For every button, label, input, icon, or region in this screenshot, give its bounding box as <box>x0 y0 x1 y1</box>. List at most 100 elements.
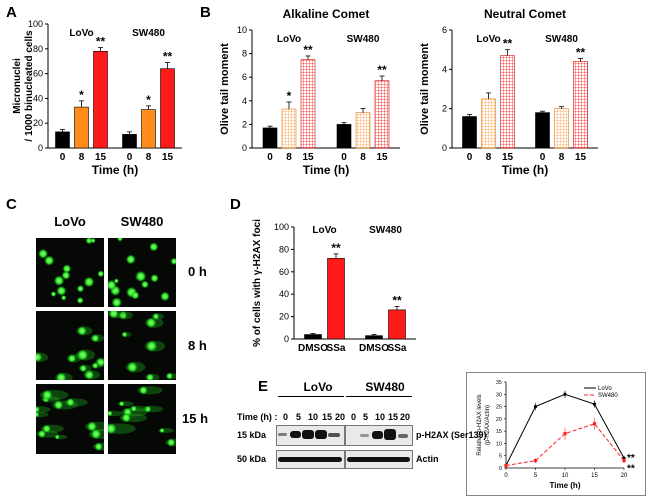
x-tick-label: 15 <box>95 152 107 163</box>
y-tick-label: 60 <box>33 69 43 79</box>
bar <box>122 134 137 149</box>
y-tick-label: 5 <box>499 454 502 460</box>
y-tick-label: 0 <box>38 143 43 153</box>
comet-nucleus <box>121 412 132 423</box>
y-tick-label: 8 <box>242 49 247 59</box>
comet-nucleus <box>76 349 89 361</box>
y-tick-label: 0 <box>499 466 502 472</box>
x-axis-label: Time (h) <box>550 481 581 490</box>
y-tick-label: 60 <box>279 267 289 277</box>
x-tick-label: 15 <box>302 152 314 163</box>
comet-nucleus <box>108 422 117 435</box>
comet-nucleus <box>41 389 53 401</box>
y-tick-label: 80 <box>279 244 289 254</box>
comet-nucleus <box>60 294 67 301</box>
comet-nucleus <box>134 270 147 283</box>
y-axis-label: Micronuclei <box>12 58 23 114</box>
x-tick-label: 0 <box>267 152 273 163</box>
comet-nucleus <box>43 255 55 266</box>
group-label: SW480 <box>545 34 578 45</box>
y-tick-label: 35 <box>496 380 502 386</box>
data-point <box>533 404 538 409</box>
panel-label-e: E <box>258 378 269 395</box>
x-tick-label: DMSO <box>359 343 389 354</box>
blot-ph2ax-sw480 <box>345 425 413 446</box>
comet-nucleus <box>145 340 158 353</box>
x-axis-label: Time (h) <box>303 163 349 177</box>
comet-nucleus <box>36 405 41 414</box>
comet-nucleus <box>76 296 84 304</box>
x-tick-label: 0 <box>540 152 546 163</box>
comet-nucleus <box>53 275 65 287</box>
x-tick-label: 15 <box>376 152 388 163</box>
y-axis-label: (p-H2AX/Actin) <box>485 405 491 445</box>
y-tick-label: 2 <box>442 104 447 114</box>
blot-time-label: Time (h) : <box>237 412 278 422</box>
comet-nucleus <box>97 270 104 278</box>
y-tick-label: 20 <box>496 417 502 423</box>
chart-title: Alkaline Comet <box>283 7 370 21</box>
x-tick-label: 0 <box>127 152 133 163</box>
bar <box>388 309 406 340</box>
comet-nucleus <box>77 325 88 336</box>
x-tick-label: SSa <box>327 343 346 354</box>
x-tick-label: 15 <box>162 152 174 163</box>
bar <box>336 124 352 149</box>
chart-e-line: 0 5 10 15 20 25 30 35 0 5 10 15 20 Time (h) Relative p… <box>466 372 646 496</box>
comet-nucleus <box>86 421 98 432</box>
blot-time-sw-10: 10 <box>375 412 386 422</box>
bar <box>374 80 390 149</box>
comet-nucleus <box>166 438 176 447</box>
bar <box>573 61 588 149</box>
y-tick-label: 2 <box>242 119 247 129</box>
comet-row-0h: 0 h <box>188 264 207 279</box>
comet-nucleus <box>108 311 119 319</box>
blot-time-lovo-15: 15 <box>322 412 333 422</box>
comet-nucleus <box>53 400 64 410</box>
x-tick-label: 0 <box>504 473 508 479</box>
bar <box>300 59 316 149</box>
y-tick-label: 15 <box>496 429 502 435</box>
comet-nucleus <box>130 291 140 300</box>
x-tick-label: 8 <box>486 152 492 163</box>
comet-nucleus <box>126 361 139 373</box>
y-tick-label: 40 <box>279 289 289 299</box>
comet-image-lovo-8h <box>36 311 104 380</box>
y-tick-label: 20 <box>279 312 289 322</box>
y-tick-label: 0 <box>442 143 447 153</box>
bar <box>355 112 371 149</box>
comet-nucleus <box>61 270 71 280</box>
significance-mark: ** <box>163 49 173 63</box>
bar <box>160 68 175 149</box>
data-point <box>622 459 626 463</box>
blot-ph2ax-lovo <box>276 425 345 446</box>
blot-actin-sw480 <box>345 450 413 469</box>
y-tick-label: 4 <box>242 96 247 106</box>
comet-nucleus <box>170 257 176 266</box>
blot-protein-ph2ax: p-H2AX (Ser139) <box>416 430 487 440</box>
y-tick-label: 0 <box>242 143 247 153</box>
blot-time-lovo-0: 0 <box>283 412 289 422</box>
blot-marker-15kda: 15 kDa <box>237 430 267 440</box>
comet-image-lovo-15h <box>36 384 104 454</box>
group-label: SW480 <box>132 28 165 39</box>
y-tick-label: 10 <box>237 25 247 35</box>
comet-nucleus <box>56 285 67 297</box>
data-point <box>592 402 597 406</box>
comet-nucleus <box>159 427 165 434</box>
comet-image-lovo-0h <box>36 238 104 307</box>
y-tick-label: 40 <box>33 93 43 103</box>
bar <box>535 112 550 149</box>
comet-nucleus <box>54 434 60 440</box>
bar <box>304 334 322 340</box>
comet-nucleus <box>118 400 125 407</box>
x-axis-label: Time (h) <box>502 163 548 177</box>
panel-label-d: D <box>230 196 241 213</box>
legend-label: LoVo <box>598 386 612 392</box>
blot-time-sw-15: 15 <box>388 412 399 422</box>
significance-mark: * <box>79 88 84 102</box>
significance-mark: * <box>287 89 292 103</box>
blot-time-lovo-20: 20 <box>335 412 346 422</box>
x-tick-label: 8 <box>286 152 292 163</box>
